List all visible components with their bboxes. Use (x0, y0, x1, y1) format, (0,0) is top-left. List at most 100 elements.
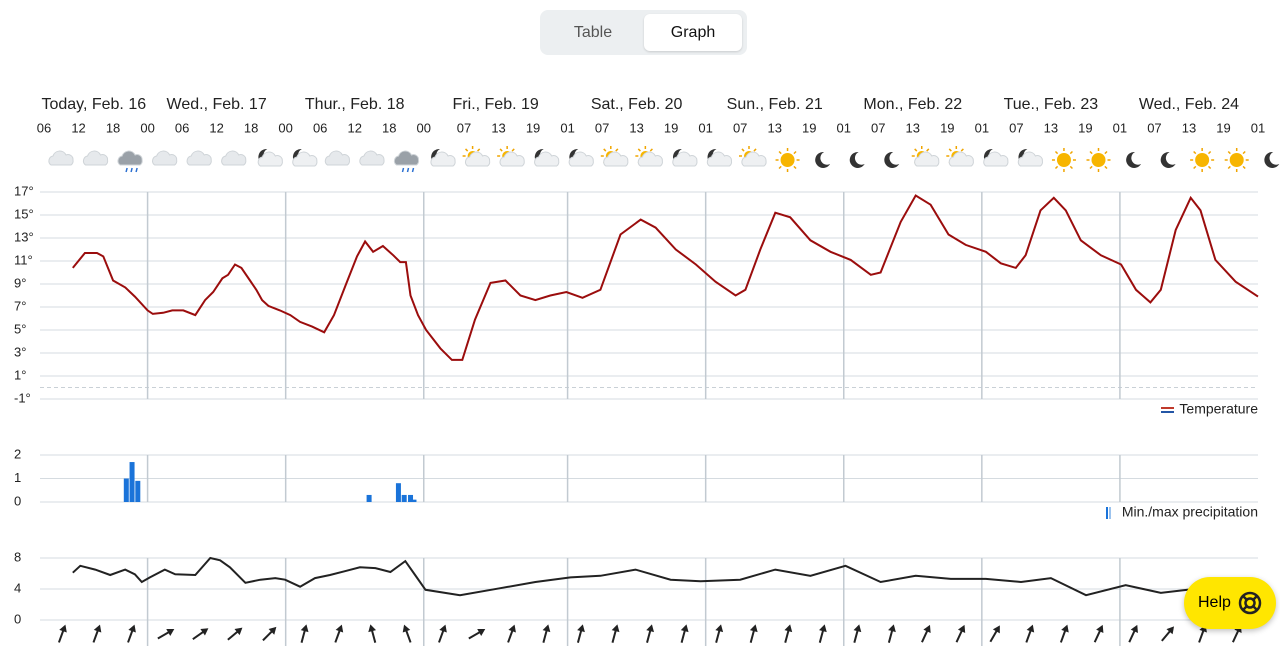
x-tick-label: 19 (1216, 120, 1230, 135)
cloud (499, 151, 525, 167)
wind-arrow (749, 624, 758, 643)
moon (1160, 151, 1176, 168)
day-label: Today, Feb. 16 (41, 96, 146, 113)
sun-ray (1089, 165, 1093, 170)
weather-icon (1051, 148, 1076, 172)
y-tick-label: 5° (14, 321, 26, 336)
day-label: Fri., Feb. 19 (453, 96, 539, 113)
cloud (393, 150, 420, 166)
x-tick-label: 06 (313, 120, 327, 135)
sun-ray (649, 148, 653, 152)
y-tick-label: 1 (14, 470, 21, 485)
arrow-head (200, 628, 209, 636)
x-tick-label: 06 (175, 120, 189, 135)
sun-ray (778, 165, 782, 170)
wind-arrow (507, 624, 516, 643)
sun-ray (615, 148, 619, 152)
x-tick-label: 19 (802, 120, 816, 135)
cloud (430, 151, 456, 167)
sun-ray (637, 148, 641, 152)
day-label: Sat., Feb. 20 (591, 96, 683, 113)
toggle-option[interactable]: Graph (644, 14, 742, 51)
cloud (292, 151, 318, 167)
arrow-head (853, 624, 862, 633)
weather-icon (186, 150, 212, 166)
wind-arrow (57, 624, 67, 643)
sun-ray (1242, 150, 1246, 155)
arrow-head (646, 624, 654, 633)
wind-arrow (1059, 624, 1069, 643)
x-tick-label: 07 (1147, 120, 1161, 135)
day-label: Wed., Feb. 24 (1139, 96, 1239, 113)
weather-icon (359, 150, 385, 166)
x-tick-label: 01 (560, 120, 574, 135)
weather-icon (706, 148, 733, 167)
view-toggle: Table Graph (540, 10, 747, 55)
x-tick-label: 07 (871, 120, 885, 135)
day-label: Thur., Feb. 18 (305, 96, 405, 113)
arrow-head (611, 624, 620, 633)
legend-swatch (1106, 507, 1108, 519)
arrow-head (1061, 624, 1069, 633)
arrow-head (992, 625, 1000, 634)
wind-arrow (715, 624, 724, 643)
sun-ray (1104, 165, 1108, 170)
x-tick-label: 13 (1182, 120, 1196, 135)
weather-icon (82, 150, 109, 166)
wind-arrow (784, 624, 793, 643)
help-button[interactable]: Help (1184, 577, 1276, 629)
legend-label: Min./max precipitation (1122, 504, 1258, 520)
x-tick-label: 13 (1044, 120, 1058, 135)
wind-arrow (680, 624, 689, 643)
rain (401, 167, 415, 173)
y-tick-label: 7° (14, 298, 26, 313)
weather-icon (600, 146, 629, 167)
sun-ray (1193, 165, 1197, 170)
sun (1229, 153, 1244, 167)
weather-icon (775, 148, 800, 172)
wind-arrow (227, 627, 243, 641)
y-tick-label: 11° (14, 252, 33, 267)
weather-icon (1017, 148, 1043, 167)
sun-ray (741, 148, 745, 152)
x-tick-label: 07 (1009, 120, 1023, 135)
cloud (914, 151, 940, 167)
sun-ray (926, 148, 930, 152)
arrow-head (784, 624, 793, 633)
cloud (568, 151, 594, 167)
sun-ray (464, 148, 469, 152)
arrow-head (335, 624, 344, 633)
x-tick-label: 00 (140, 120, 154, 135)
line (72, 194, 1259, 361)
moon (1264, 151, 1280, 168)
day-label: Tue., Feb. 23 (1004, 96, 1099, 113)
arrow-head (368, 624, 377, 633)
weather-icon (983, 148, 1009, 167)
y-tick-label: 0 (14, 493, 21, 508)
day-label: Mon., Feb. 22 (863, 96, 962, 113)
weather-icon (324, 150, 350, 166)
x-tick-label: 01 (1113, 120, 1127, 135)
sun-ray (1207, 150, 1212, 155)
wind-arrow (921, 624, 931, 643)
sun-ray (1207, 165, 1212, 170)
sun-ray (914, 148, 918, 152)
sun-ray (793, 150, 797, 155)
arrow-head (680, 624, 689, 633)
y-tick-label: 8 (14, 549, 21, 564)
arrow-head (439, 624, 447, 633)
wind-arrow (1025, 624, 1035, 643)
arrow-head (402, 624, 411, 633)
x-tick-label: 13 (629, 120, 643, 135)
sun-ray (1227, 165, 1231, 170)
arrow-head (300, 624, 309, 633)
y-tick-label: 17° (14, 183, 34, 198)
arrow-head (888, 624, 896, 633)
sun (1091, 153, 1106, 167)
weather-icon (48, 150, 74, 166)
wind-arrow (611, 624, 620, 643)
toggle-option[interactable]: Table (573, 24, 613, 41)
weather-icon (292, 148, 318, 167)
wind-arrow (887, 624, 896, 643)
